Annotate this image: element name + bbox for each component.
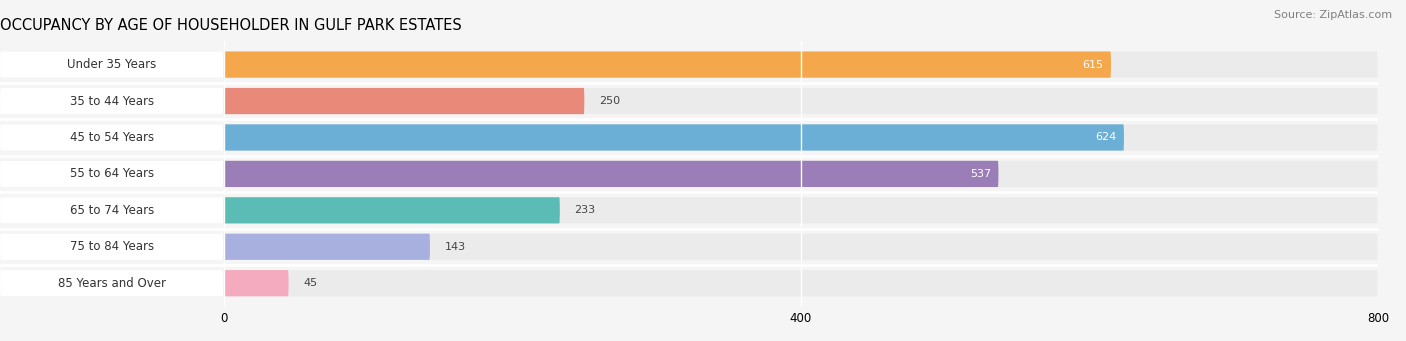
Text: 615: 615 (1083, 60, 1104, 70)
FancyBboxPatch shape (0, 88, 224, 114)
Text: 624: 624 (1095, 132, 1116, 143)
Text: 45: 45 (302, 278, 318, 288)
FancyBboxPatch shape (0, 197, 224, 223)
FancyBboxPatch shape (224, 234, 430, 260)
FancyBboxPatch shape (0, 270, 224, 296)
Text: 75 to 84 Years: 75 to 84 Years (70, 240, 153, 253)
FancyBboxPatch shape (0, 124, 1378, 151)
FancyBboxPatch shape (0, 161, 224, 187)
FancyBboxPatch shape (224, 197, 560, 223)
FancyBboxPatch shape (224, 88, 585, 114)
FancyBboxPatch shape (224, 51, 1111, 78)
Text: OCCUPANCY BY AGE OF HOUSEHOLDER IN GULF PARK ESTATES: OCCUPANCY BY AGE OF HOUSEHOLDER IN GULF … (0, 18, 461, 33)
Text: 35 to 44 Years: 35 to 44 Years (70, 94, 153, 107)
FancyBboxPatch shape (224, 124, 1123, 151)
FancyBboxPatch shape (0, 124, 224, 151)
Text: 250: 250 (599, 96, 620, 106)
Text: 85 Years and Over: 85 Years and Over (58, 277, 166, 290)
Text: 45 to 54 Years: 45 to 54 Years (70, 131, 153, 144)
Text: 65 to 74 Years: 65 to 74 Years (70, 204, 153, 217)
FancyBboxPatch shape (224, 270, 288, 296)
FancyBboxPatch shape (0, 161, 1378, 187)
FancyBboxPatch shape (224, 161, 998, 187)
Text: Source: ZipAtlas.com: Source: ZipAtlas.com (1274, 10, 1392, 20)
FancyBboxPatch shape (0, 51, 224, 78)
Text: 537: 537 (970, 169, 991, 179)
Text: 233: 233 (574, 205, 595, 216)
FancyBboxPatch shape (0, 234, 1378, 260)
Text: 55 to 64 Years: 55 to 64 Years (70, 167, 153, 180)
FancyBboxPatch shape (0, 197, 1378, 223)
Text: 143: 143 (444, 242, 465, 252)
FancyBboxPatch shape (0, 270, 1378, 296)
FancyBboxPatch shape (0, 51, 1378, 78)
FancyBboxPatch shape (0, 234, 224, 260)
FancyBboxPatch shape (0, 88, 1378, 114)
Text: Under 35 Years: Under 35 Years (67, 58, 156, 71)
